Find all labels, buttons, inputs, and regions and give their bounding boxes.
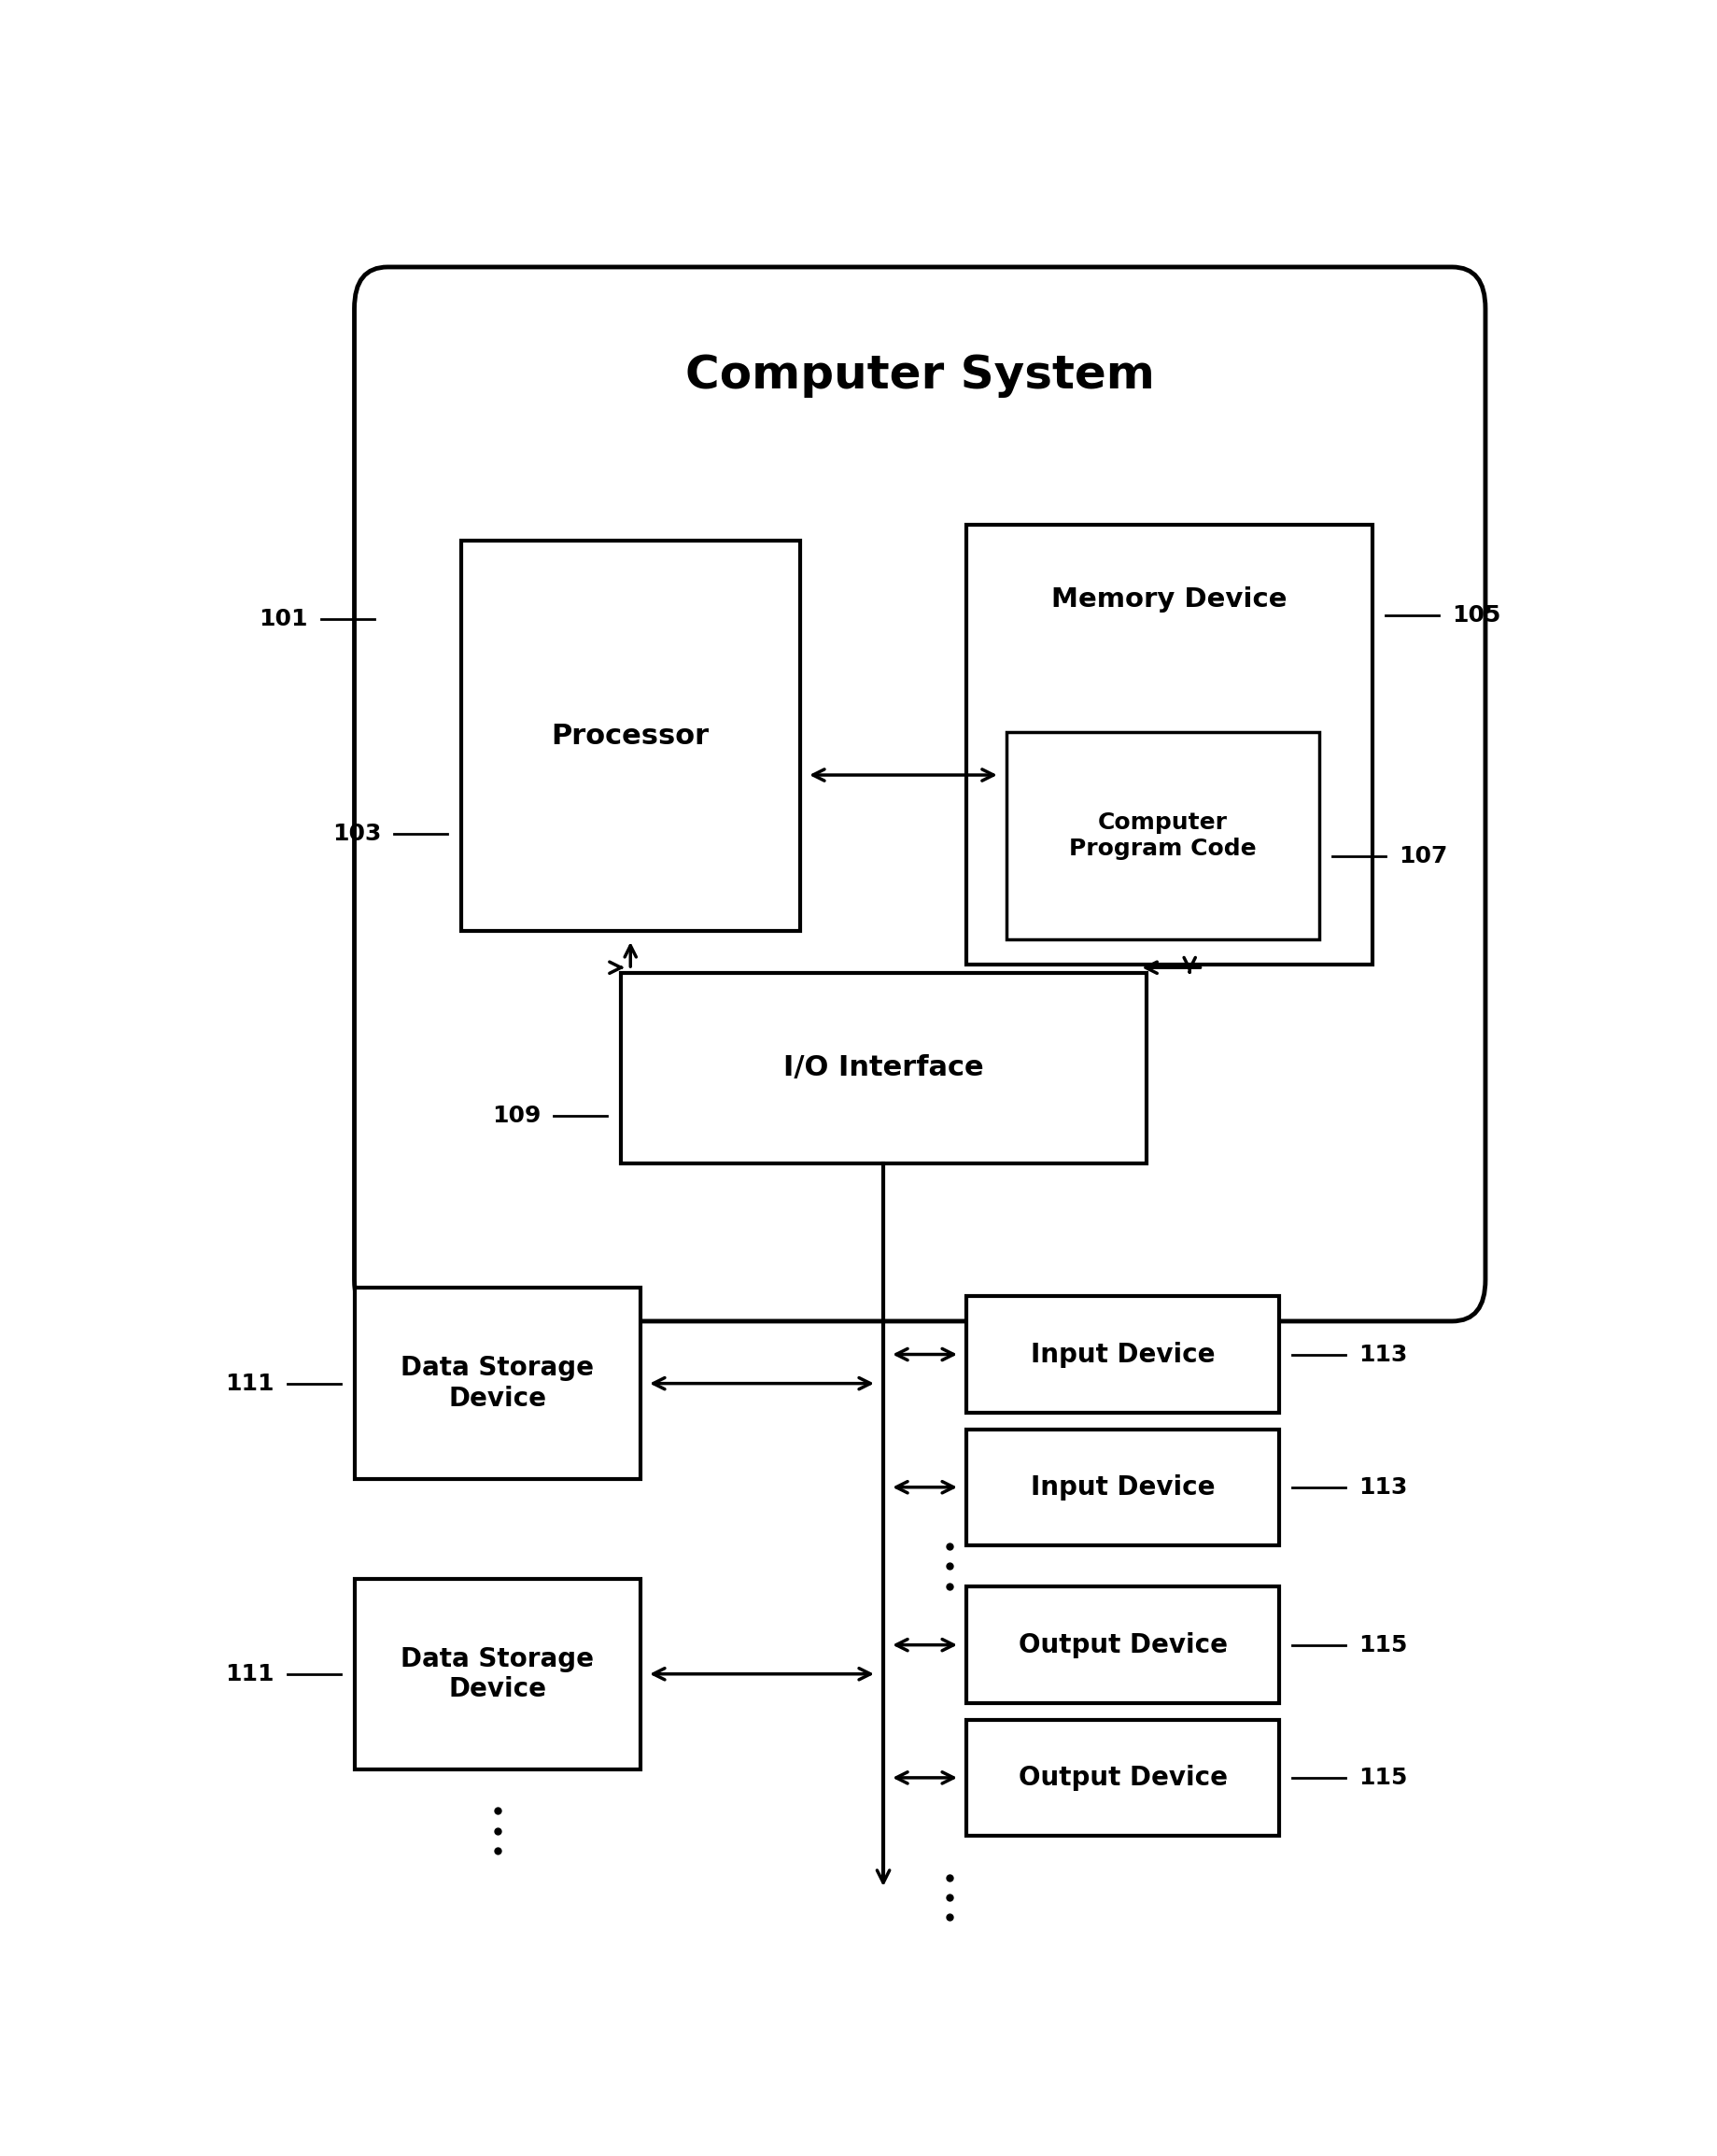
Text: Computer System: Computer System: [685, 354, 1154, 397]
Text: Input Device: Input Device: [1030, 1341, 1216, 1367]
Bar: [620, 972, 1147, 1164]
Text: Processor: Processor: [551, 722, 709, 750]
Text: 105: 105: [1453, 604, 1501, 627]
Text: Memory Device: Memory Device: [1051, 586, 1288, 612]
Bar: [1006, 731, 1319, 940]
Text: Data Storage
Device: Data Storage Device: [400, 1356, 594, 1412]
Text: 113: 113: [1360, 1477, 1408, 1498]
Bar: [967, 1429, 1279, 1546]
Text: Output Device: Output Device: [1018, 1632, 1228, 1658]
Bar: [967, 1720, 1279, 1837]
Bar: [967, 1296, 1279, 1412]
Bar: [967, 524, 1372, 964]
Text: 115: 115: [1360, 1634, 1408, 1656]
Bar: [460, 541, 800, 931]
Text: 111: 111: [225, 1371, 275, 1395]
Text: Input Device: Input Device: [1030, 1475, 1216, 1501]
Text: 103: 103: [331, 821, 381, 845]
Text: Data Storage
Device: Data Storage Device: [400, 1645, 594, 1703]
Text: 113: 113: [1360, 1343, 1408, 1365]
Text: 111: 111: [225, 1662, 275, 1686]
Bar: [967, 1587, 1279, 1703]
Text: 109: 109: [491, 1104, 541, 1128]
Text: Output Device: Output Device: [1018, 1764, 1228, 1792]
Text: 101: 101: [259, 608, 307, 630]
Text: Computer
Program Code: Computer Program Code: [1070, 811, 1257, 860]
Bar: [354, 1578, 640, 1770]
Bar: [354, 1287, 640, 1479]
Text: I/O Interface: I/O Interface: [783, 1054, 984, 1082]
Text: 107: 107: [1399, 845, 1447, 867]
Text: 115: 115: [1360, 1766, 1408, 1789]
FancyBboxPatch shape: [354, 267, 1485, 1322]
